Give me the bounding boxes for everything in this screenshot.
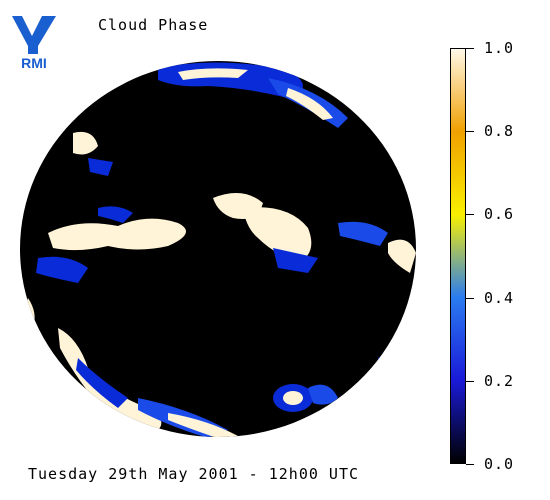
colorbar-tick [466, 214, 474, 215]
colorbar-tick [466, 464, 474, 465]
colorbar-tick-label: 0.4 [484, 289, 515, 307]
colorbar-tick-label: 0.8 [484, 122, 515, 140]
earth-disk [20, 61, 416, 437]
cloud-layer [23, 62, 416, 437]
satellite-image [20, 61, 416, 437]
colorbar-tick [466, 298, 474, 299]
logo-text: RMI [21, 55, 47, 70]
colorbar [450, 48, 466, 464]
colorbar-tick [466, 131, 474, 132]
timestamp: Tuesday 29th May 2001 - 12h00 UTC [28, 465, 360, 483]
colorbar-tick-label: 0.0 [484, 455, 515, 473]
colorbar-tick [466, 381, 474, 382]
page-title: Cloud Phase [98, 16, 209, 34]
logo-mark-icon [12, 16, 56, 54]
colorbar-tick [466, 48, 474, 49]
colorbar-tick-label: 0.6 [484, 205, 515, 223]
colorbar-tick-label: 1.0 [484, 39, 515, 57]
colorbar-tick-label: 0.2 [484, 372, 515, 390]
rmi-logo: RMI [12, 16, 56, 70]
